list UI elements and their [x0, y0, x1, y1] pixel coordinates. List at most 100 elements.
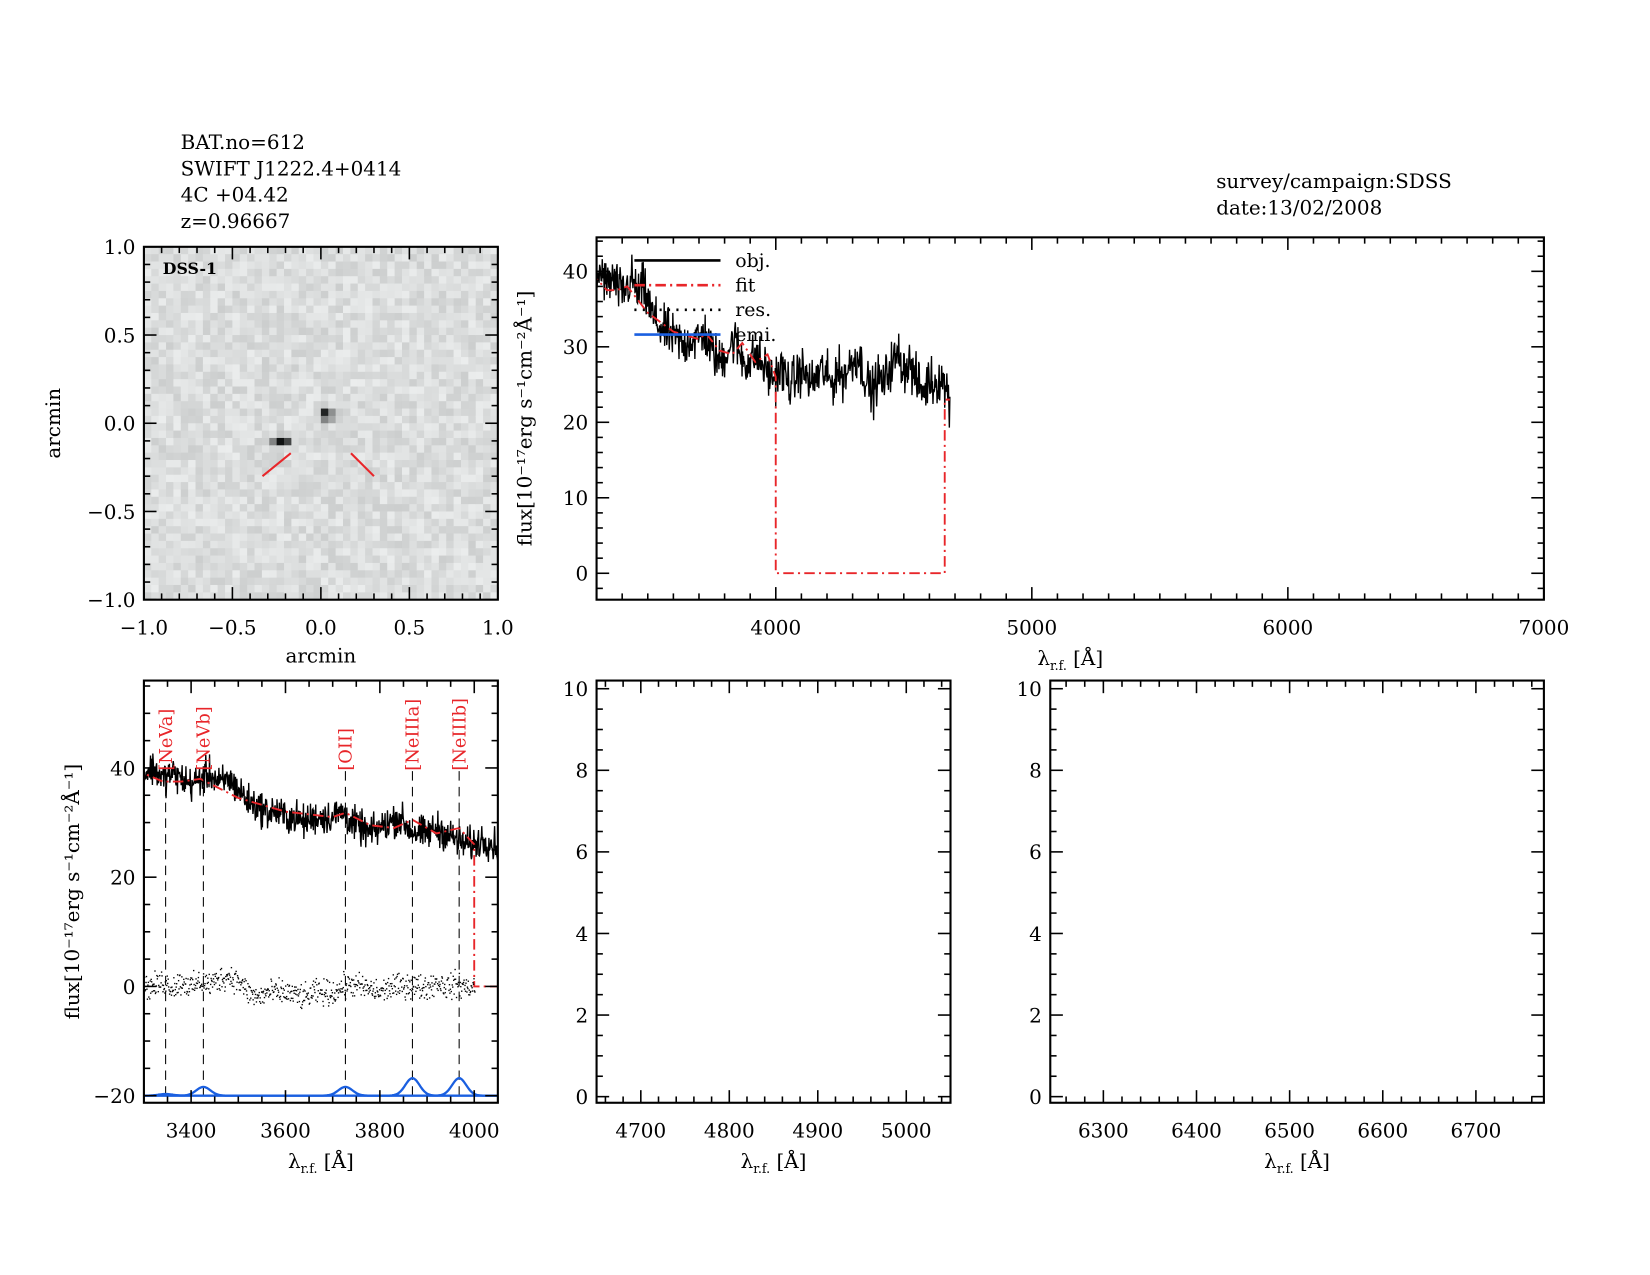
dss-pixel [210, 327, 219, 336]
dss-pixel [343, 518, 351, 527]
residual-point [250, 997, 252, 999]
dss-pixel [460, 570, 469, 579]
dss-pixel [372, 423, 381, 432]
dss-pixel [328, 283, 337, 292]
dss-pixel [202, 357, 211, 365]
dss-pixel [291, 261, 300, 270]
dss-pixel [343, 364, 351, 373]
dss-pixel [357, 548, 366, 557]
dss-pixel [173, 386, 182, 395]
y-tick-label: 6 [575, 840, 588, 864]
dss-pixel [306, 312, 315, 321]
dss-pixel [188, 386, 197, 395]
dss-pixel [225, 276, 233, 285]
residual-point [464, 984, 466, 987]
residual-point [195, 978, 197, 980]
survey-inset-label: DSS-1 [163, 259, 217, 278]
residual-point [378, 989, 381, 991]
dss-pixel [350, 496, 359, 505]
dss-pixel [306, 533, 315, 542]
residual-point [150, 992, 152, 994]
dss-pixel [431, 327, 440, 336]
residual-point [468, 994, 470, 996]
dss-pixel [232, 526, 241, 535]
dss-pixel [394, 460, 403, 468]
dss-pixel [416, 393, 425, 402]
dss-pixel [210, 474, 219, 483]
dss-pixel [365, 504, 374, 512]
dss-pixel [306, 482, 315, 490]
dss-pixel [151, 548, 160, 557]
dss-pixel [261, 504, 270, 512]
dss-pixel [217, 592, 226, 600]
dss-pixel [269, 555, 278, 564]
residual-point [392, 974, 394, 976]
dss-pixel [365, 290, 374, 299]
residual-point [422, 987, 424, 989]
dss-pixel [320, 511, 329, 520]
residual-point [264, 988, 266, 990]
dss-pixel [446, 540, 455, 549]
dss-pixel [453, 268, 462, 277]
dss-pixel [269, 533, 278, 542]
residual-point [206, 982, 209, 985]
dss-pixel [446, 430, 455, 439]
dss-pixel [365, 474, 374, 483]
dss-pixel [453, 379, 462, 388]
dss-pixel [306, 540, 315, 549]
dss-pixel [284, 371, 292, 380]
dss-pixel [460, 246, 469, 255]
dss-pixel [269, 320, 278, 329]
residual-point [389, 993, 391, 995]
dss-pixel [284, 254, 292, 263]
dss-pixel [217, 540, 226, 549]
dss-pixel [379, 254, 388, 263]
dss-pixel [379, 327, 388, 336]
dss-pixel [225, 555, 233, 564]
dss-pixel [453, 312, 462, 321]
dss-pixel [269, 401, 278, 410]
dss-pixel [490, 504, 498, 512]
x-tick-label: 6300 [1078, 1118, 1129, 1142]
target-marker-line [350, 452, 375, 477]
dss-pixel [460, 467, 469, 476]
residual-point [265, 995, 267, 997]
residual-point [191, 988, 193, 990]
residual-point [374, 992, 377, 994]
residual-point [328, 981, 331, 984]
dss-pixel [320, 312, 329, 321]
dss-pixel [320, 393, 329, 402]
dss-pixel [298, 290, 307, 299]
residual-point [397, 987, 400, 990]
residual-point [469, 994, 471, 996]
dss-pixel [320, 268, 329, 277]
dss-pixel [180, 577, 189, 586]
dss-pixel [291, 415, 300, 424]
residual-point [467, 987, 469, 990]
dss-pixel [298, 415, 307, 424]
dss-pixel [365, 548, 374, 557]
y-tick-label: 0 [123, 975, 136, 999]
dss-pixel [225, 592, 233, 600]
dss-pixel [424, 283, 433, 292]
dss-pixel [453, 452, 462, 461]
dss-pixel [446, 518, 455, 527]
dss-pixel [210, 320, 219, 329]
dss-pixel [166, 393, 174, 402]
residual-point [237, 978, 240, 980]
residual-point [199, 986, 201, 988]
residual-point [153, 990, 156, 992]
dss-pixel [446, 533, 455, 542]
dss-pixel [438, 364, 447, 373]
dss-pixel [173, 371, 182, 380]
dss-pixel [247, 371, 256, 380]
dss-pixel [143, 268, 152, 277]
dss-pixel [173, 555, 182, 564]
dss-pixel [460, 518, 469, 527]
dss-pixel [431, 298, 440, 307]
residual-point [396, 973, 399, 975]
dss-pixel [475, 548, 484, 557]
dss-pixel [401, 254, 410, 263]
dss-pixel [446, 246, 455, 255]
dss-pixel [483, 393, 491, 402]
